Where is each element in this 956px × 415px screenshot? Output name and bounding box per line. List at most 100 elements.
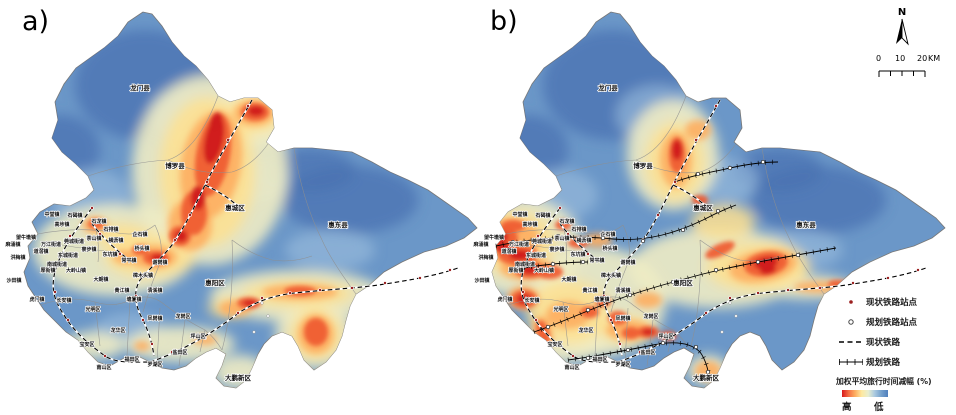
- place-label: 横沥镇: [575, 237, 591, 244]
- district-boundaries: [505, 95, 825, 367]
- place-label: 樟木头镇: [133, 272, 153, 279]
- place-label: 惠东县: [328, 220, 348, 229]
- place-label: 常平镇: [121, 257, 136, 264]
- place-label: 寮步镇: [548, 246, 564, 253]
- ramp-high-label: 高: [842, 402, 852, 413]
- place-label: 长安镇: [56, 297, 71, 304]
- place-label: 黄江镇: [114, 287, 129, 294]
- place-label: 茶山镇: [85, 235, 101, 242]
- legend-label: 规划铁路: [866, 358, 901, 368]
- place-label: 福田区: [123, 356, 139, 363]
- place-label: 盐田区: [640, 349, 655, 356]
- place-label: 沙田镇: [474, 277, 489, 284]
- panel-label-b: b): [490, 6, 518, 37]
- place-label: 东城街道: [58, 252, 78, 259]
- place-label: 望牛墩镇: [16, 234, 36, 241]
- place-label: 谢岗镇: [152, 259, 167, 266]
- place-label: 惠城区: [225, 203, 245, 212]
- place-label: 寮步镇: [80, 246, 96, 253]
- place-label: 石排镇: [570, 226, 586, 233]
- place-label: 企石镇: [131, 231, 147, 238]
- place-label: 大朗镇: [561, 276, 576, 283]
- place-label: 龙门县: [597, 83, 618, 92]
- north-label: N: [897, 7, 907, 18]
- place-label: 东坑镇: [570, 251, 585, 258]
- legend-label: 现状铁路站点: [866, 298, 918, 308]
- legend-item-existing-station: 现状铁路站点: [836, 292, 956, 312]
- place-label: 樟木头镇: [601, 272, 621, 279]
- place-label: 坪山区: [190, 333, 205, 340]
- place-label: 惠阳区: [673, 278, 693, 287]
- place-label: 清溪镇: [615, 287, 630, 294]
- place-label: 沙田镇: [6, 277, 21, 284]
- place-label: 宝安区: [547, 341, 562, 348]
- place-label: 博罗县: [633, 161, 653, 170]
- map-panel-b: 龙门县 博罗县 惠城区 惠东县 惠阳区 大鹏新区 龙岗区 坪山区 盐田区 罗湖区 福田区 南山区 宝安区…: [468, 0, 948, 415]
- place-label: 惠阳区: [205, 278, 225, 287]
- place-label: 塘厦镇: [594, 296, 609, 303]
- place-label: 罗湖区: [147, 361, 162, 368]
- place-label: 石排镇: [102, 226, 118, 233]
- place-label: 桥头镇: [134, 245, 149, 252]
- north-arrow-icon: [896, 18, 909, 46]
- planned-station-icon: [836, 317, 866, 327]
- place-label: 厚街镇: [508, 267, 523, 274]
- existing-railway-icon: [836, 337, 866, 347]
- place-label: 石龙镇: [90, 218, 106, 225]
- place-label: 盐田区: [172, 349, 187, 356]
- ramp-low-label: 低: [874, 402, 884, 413]
- place-label: 道滘镇: [501, 248, 516, 255]
- place-label: 龙岗区: [642, 313, 658, 320]
- map-panel-a: 龙门县 博罗县 惠城区 惠东县 惠阳区 大鹏新区 龙岗区 坪山区 盐田区 罗湖区 福田区 南山区 宝安区…: [4, 11, 478, 389]
- panel-label-a: a): [22, 6, 50, 37]
- place-label: 高埗镇: [54, 221, 69, 228]
- legend-item-existing-railway: 现状铁路: [836, 332, 956, 352]
- place-label: 企石镇: [599, 231, 615, 238]
- place-label: 惠东县: [796, 220, 816, 229]
- legend-item-planned-station: 规划铁路站点: [836, 312, 956, 332]
- existing-station-icon: [836, 297, 866, 307]
- place-label: 大岭山镇: [534, 267, 554, 274]
- scale-tick-10: 10: [895, 54, 906, 63]
- place-label: 道滘镇: [33, 248, 48, 255]
- place-label: 光明区: [552, 306, 568, 313]
- legend-label: 规划铁路站点: [866, 318, 918, 328]
- place-label: 望牛墩镇: [484, 234, 504, 241]
- place-label: 长安镇: [524, 297, 539, 304]
- place-label: 南山区: [96, 364, 111, 371]
- place-label: 罗湖区: [615, 361, 630, 368]
- place-label: 塘厦镇: [126, 296, 141, 303]
- place-label: 南城街道: [47, 261, 67, 268]
- place-label: 虎门镇: [497, 296, 512, 303]
- place-label: 龙门县: [129, 83, 150, 92]
- place-label: 万江街道: [508, 241, 529, 248]
- place-label: 莞城街道: [532, 238, 552, 245]
- existing-railway-stations: [521, 104, 920, 363]
- planned-railway-icon: [836, 357, 866, 367]
- existing-railway-stations: [53, 104, 452, 363]
- place-label: 南山区: [564, 364, 579, 371]
- scale-tick-20: 20: [917, 54, 928, 63]
- place-label: 高埗镇: [522, 221, 537, 228]
- place-label: 常平镇: [589, 257, 604, 264]
- place-label: 莞城街道: [64, 238, 84, 245]
- place-label: 横沥镇: [107, 237, 123, 244]
- place-label: 万江街道: [40, 241, 61, 248]
- place-label: 东城街道: [526, 252, 546, 259]
- place-label: 桥头镇: [602, 245, 617, 252]
- ramp-title: 加权平均旅行时间减幅 (%): [836, 377, 932, 386]
- place-label: 洪梅镇: [478, 254, 493, 261]
- scale-tick-0: 0: [876, 54, 882, 63]
- place-label: 石碣镇: [534, 212, 550, 219]
- place-label: 凤岗镇: [615, 315, 630, 322]
- north-and-scale: N 0 10 20 KM: [862, 8, 942, 83]
- place-label: 黄江镇: [582, 287, 597, 294]
- place-label: 谢岗镇: [620, 259, 635, 266]
- place-label: 中堂镇: [44, 211, 59, 218]
- place-label: 宝安区: [79, 341, 94, 348]
